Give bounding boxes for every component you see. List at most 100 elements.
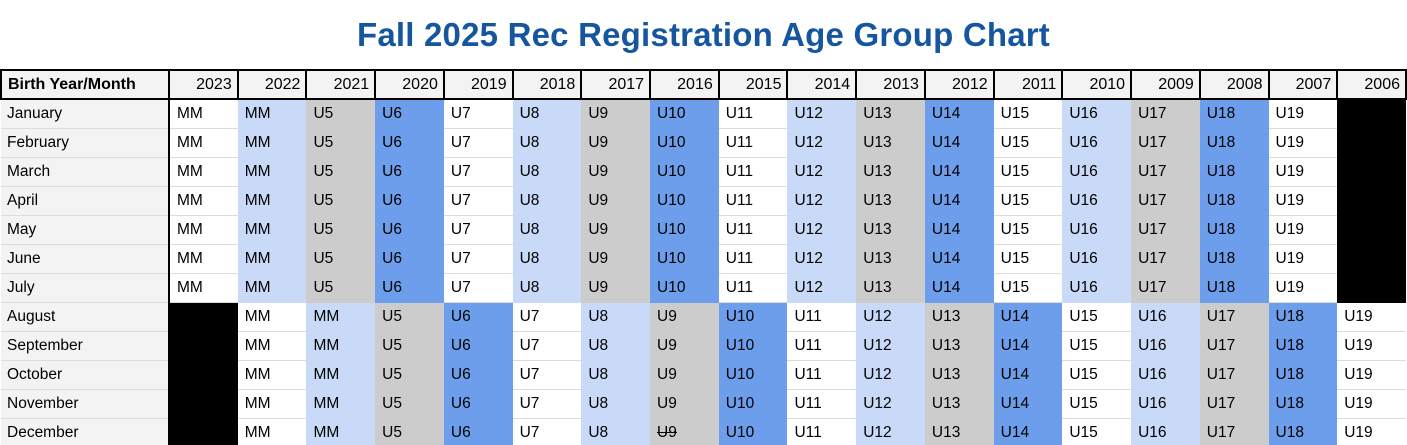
age-group-cell: U11 <box>718 215 788 245</box>
blackout-cell <box>169 360 238 390</box>
age-group-cell: U17 <box>1131 186 1200 216</box>
age-group-cell: U9 <box>650 331 719 361</box>
age-group-cell: U18 <box>1199 157 1269 187</box>
age-group-cell: U5 <box>375 331 444 361</box>
age-group-cell: U13 <box>856 128 925 158</box>
age-group-cell: U10 <box>718 418 788 445</box>
age-group-cell: U7 <box>443 99 513 129</box>
age-group-cell: U19 <box>1337 331 1406 361</box>
table-row: January MM MM U5 U6 U7 U8 U9 U10 U11 U12 U13 U14 U15 U… <box>1 99 1406 129</box>
age-group-cell: MM <box>169 244 238 274</box>
age-group-cell: MM <box>237 244 307 274</box>
table-row: February MM MM U5 U6 U7 U8 U9 U10 U11 U12 U13 U14 U15… <box>1 128 1406 158</box>
age-group-cell: U5 <box>306 244 376 274</box>
age-group-cell: U16 <box>1062 128 1132 158</box>
age-group-cell: U11 <box>787 331 857 361</box>
age-group-cell: U14 <box>993 360 1063 390</box>
month-label: December <box>1 418 170 445</box>
age-group-cell: MM <box>237 157 307 187</box>
year-header: 2017 <box>580 69 652 100</box>
age-group-cell: U19 <box>1268 273 1338 303</box>
age-group-cell: U11 <box>787 302 857 332</box>
blackout-cell <box>169 302 238 332</box>
age-group-cell: U11 <box>787 418 857 445</box>
age-group-cell: U17 <box>1199 331 1269 361</box>
age-group-cell: U10 <box>718 302 788 332</box>
age-group-cell: U9 <box>650 302 719 332</box>
age-group-cell: U13 <box>856 273 925 303</box>
age-group-cell: U16 <box>1131 360 1200 390</box>
age-group-cell: U10 <box>650 99 719 129</box>
age-group-cell: U6 <box>443 418 513 445</box>
age-group-cell: U17 <box>1131 273 1200 303</box>
age-group-cell: U7 <box>512 331 582 361</box>
age-group-cell: U7 <box>443 273 513 303</box>
age-group-cell: U11 <box>718 99 788 129</box>
age-group-cell: U17 <box>1199 360 1269 390</box>
age-group-cell: U10 <box>650 273 719 303</box>
age-group-cell: U17 <box>1131 128 1200 158</box>
age-group-cell: U18 <box>1268 389 1338 419</box>
age-group-cell: U12 <box>787 99 857 129</box>
age-group-cell: U7 <box>512 418 582 445</box>
age-group-cell: U19 <box>1268 186 1338 216</box>
age-group-cell: U18 <box>1199 215 1269 245</box>
age-group-cell: U16 <box>1131 418 1200 445</box>
age-group-cell: U17 <box>1199 389 1269 419</box>
age-group-cell: U8 <box>581 331 651 361</box>
age-group-cell: U19 <box>1337 418 1406 445</box>
age-group-cell: U18 <box>1199 128 1269 158</box>
age-group-cell: U13 <box>924 389 994 419</box>
table-row: July MM MM U5 U6 U7 U8 U9 U10 U11 U12 U13 U14 U15 U16 U… <box>1 273 1406 303</box>
age-group-cell: U10 <box>718 331 788 361</box>
age-group-cell: MM <box>237 215 307 245</box>
age-group-cell: U11 <box>718 157 788 187</box>
age-group-cell: U9 <box>581 215 651 245</box>
age-group-cell: U14 <box>993 302 1063 332</box>
year-header: 2006 <box>1336 69 1407 100</box>
age-group-cell: MM <box>237 331 307 361</box>
age-group-cell: U15 <box>993 99 1063 129</box>
age-group-cell: U8 <box>512 244 582 274</box>
month-label: April <box>1 186 170 216</box>
year-header: 2022 <box>236 69 308 100</box>
blackout-cell <box>1337 244 1406 274</box>
age-group-table: Birth Year/Month 2023 2022 2021 2020 2019 201… <box>0 69 1407 445</box>
age-group-cell: U11 <box>718 244 788 274</box>
age-group-cell: U5 <box>306 157 376 187</box>
age-group-cell: MM <box>237 186 307 216</box>
year-header: 2023 <box>168 69 239 100</box>
blackout-cell <box>1337 215 1406 245</box>
age-group-cell: U17 <box>1131 157 1200 187</box>
age-group-cell: MM <box>169 186 238 216</box>
age-group-cell: U15 <box>993 273 1063 303</box>
age-group-cell: U6 <box>375 273 444 303</box>
age-group-cell: MM <box>237 99 307 129</box>
age-group-cell: U9 <box>581 244 651 274</box>
age-group-cell: MM <box>169 215 238 245</box>
age-group-cell: U18 <box>1268 302 1338 332</box>
age-group-cell: MM <box>237 389 307 419</box>
age-group-cell: U14 <box>924 157 994 187</box>
age-group-cell: U6 <box>443 360 513 390</box>
age-group-cell: U10 <box>650 157 719 187</box>
age-group-cell: U5 <box>306 128 376 158</box>
age-group-cell: U12 <box>856 389 925 419</box>
header-row: Birth Year/Month 2023 2022 2021 2020 2019 201… <box>0 69 1407 100</box>
age-group-cell: U9 <box>650 360 719 390</box>
age-group-cell: U18 <box>1199 186 1269 216</box>
blackout-cell <box>169 418 238 445</box>
age-group-cell: U15 <box>1062 331 1132 361</box>
age-group-cell: U17 <box>1199 302 1269 332</box>
age-group-cell: U8 <box>581 389 651 419</box>
age-group-cell: U8 <box>512 186 582 216</box>
age-group-cell: MM <box>237 360 307 390</box>
age-group-cell: U14 <box>924 186 994 216</box>
year-header: 2021 <box>305 69 377 100</box>
age-group-cell: U10 <box>718 360 788 390</box>
age-group-cell: U12 <box>787 157 857 187</box>
age-group-cell: MM <box>306 302 376 332</box>
table-row: August MM MM U5 U6 U7 U8 U9 U10 U11 U12 U13 U14 U15 U1… <box>1 302 1406 332</box>
age-group-cell: U8 <box>581 418 651 445</box>
age-group-cell: U9 <box>581 157 651 187</box>
